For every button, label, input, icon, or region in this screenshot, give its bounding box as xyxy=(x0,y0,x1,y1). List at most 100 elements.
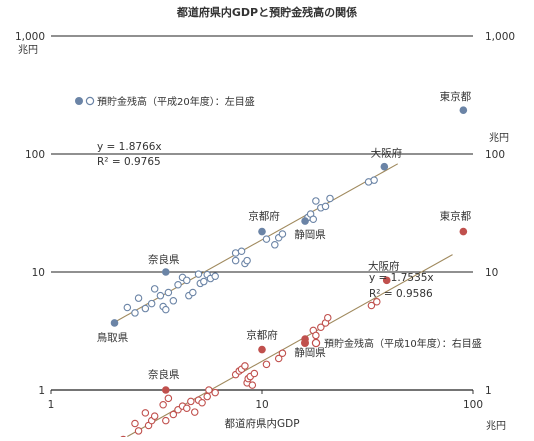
point-open-s1-34 xyxy=(317,323,325,332)
point-filled-s0-3 xyxy=(301,217,309,225)
point-open-s1-16 xyxy=(198,398,206,407)
x-axis-unit: 兆円 xyxy=(486,420,506,432)
point-open-s1-7 xyxy=(162,416,170,425)
point-open-s1-33 xyxy=(312,331,320,340)
point-filled-s0-4 xyxy=(380,162,389,171)
point-open-s0-13 xyxy=(183,276,191,285)
point-open-s0-10 xyxy=(169,297,178,305)
point-open-s0-39 xyxy=(370,176,378,184)
point-open-s1-30 xyxy=(274,354,283,363)
legend-h20: 預貯金残高（平成20年度）：左目盛 xyxy=(75,95,255,108)
right-tick-label-2: 100 xyxy=(485,149,505,161)
point-label-s0-1: 奈良県 xyxy=(148,253,180,266)
point-open-s1-2 xyxy=(141,409,150,417)
chart-title: 都道府県内GDPと預貯金残高の関係 xyxy=(176,5,357,19)
point-label-s1-2: 京都府 xyxy=(246,329,278,342)
point-open-s1-29 xyxy=(262,360,271,369)
point-label-s0-3: 静岡県 xyxy=(294,228,326,241)
left-tick-label-1: 10 xyxy=(32,267,45,279)
point-open-s0-36 xyxy=(321,202,330,211)
point-open-s0-26 xyxy=(243,256,251,265)
point-open-s0-9 xyxy=(164,288,173,297)
point-open-s1-0 xyxy=(131,419,139,428)
trend-r2-h20: R² = 0.9765 xyxy=(97,156,161,168)
x-tick-label-1: 10 xyxy=(255,399,268,411)
point-open-s0-24 xyxy=(237,247,246,255)
left-tick-label-0: 1 xyxy=(38,385,45,397)
legend-label-h10: 預貯金残高（平成10年度）：右目盛 xyxy=(324,337,482,350)
point-filled-s1-5 xyxy=(459,227,468,236)
point-filled-s0-5 xyxy=(459,106,468,115)
right-tick-label-1: 10 xyxy=(485,267,498,279)
point-label-s1-3: 静岡県 xyxy=(294,346,326,359)
tick-labels: 1 10 100 1,000 1 10 100 1,000 1 10 100 xyxy=(15,31,515,411)
point-open-s0-37 xyxy=(326,194,334,203)
point-open-s1-23 xyxy=(241,362,249,370)
point-open-s1-13 xyxy=(187,397,195,406)
point-open-s0-34 xyxy=(312,197,320,205)
point-open-s1-14 xyxy=(190,408,199,416)
point-open-s1-8 xyxy=(164,394,173,403)
point-open-s1-38 xyxy=(373,297,381,306)
point-open-s0-8 xyxy=(162,305,170,314)
legend-h10: 預貯金残高（平成10年度）：右目盛 xyxy=(301,337,482,350)
left-tick-label-3: 1,000 xyxy=(15,31,45,43)
point-open-s1-36 xyxy=(324,313,332,322)
point-filled-s0-2 xyxy=(258,227,266,236)
point-open-s0-3 xyxy=(141,304,150,313)
point-open-s1-1 xyxy=(134,427,143,435)
point-open-s0-15 xyxy=(189,288,197,297)
point-open-s1-12 xyxy=(183,404,191,413)
legend-marker-open-h10 xyxy=(311,338,321,348)
point-open-s0-27 xyxy=(262,235,271,243)
trendline-0 xyxy=(114,163,399,323)
point-open-s1-31 xyxy=(278,349,287,357)
legend-label-h20: 預貯金残高（平成20年度）：左目盛 xyxy=(97,95,255,108)
point-open-s1-18 xyxy=(205,386,213,394)
point-open-s0-0 xyxy=(123,303,132,312)
point-open-s0-5 xyxy=(150,285,159,293)
trend-equation-h20: y = 1.8766x xyxy=(97,141,162,153)
trend-r2-h10: R² = 0.9586 xyxy=(369,288,433,300)
point-label-s0-2: 京都府 xyxy=(248,210,280,223)
point-open-s0-16 xyxy=(194,270,203,278)
point-label-s1-1: 奈良県 xyxy=(148,368,180,381)
point-open-s1-37 xyxy=(367,301,376,310)
point-filled-s0-1 xyxy=(161,268,170,276)
point-label-s0-4: 大阪府 xyxy=(371,147,403,160)
point-label-s1-5: 東京都 xyxy=(440,210,472,223)
point-open-s0-1 xyxy=(131,309,139,317)
point-filled-s1-1 xyxy=(161,386,170,394)
right-axis-unit: 兆円 xyxy=(489,132,509,144)
point-open-s1-27 xyxy=(248,381,257,389)
point-filled-s1-4 xyxy=(382,276,391,285)
right-tick-label-3: 1,000 xyxy=(485,31,515,43)
left-tick-label-2: 100 xyxy=(25,149,45,161)
point-open-s1-17 xyxy=(203,392,211,401)
point-open-s0-28 xyxy=(271,241,279,249)
point-open-s1-19 xyxy=(211,388,219,397)
data-points xyxy=(110,106,468,441)
point-filled-s1-2 xyxy=(258,345,266,354)
x-tick-label-0: 1 xyxy=(48,399,55,411)
point-label-s0-0: 鳥取県 xyxy=(97,331,129,344)
point-open-s0-6 xyxy=(156,291,165,300)
point-labels: 鳥取県奈良県京都府静岡県大阪府東京都鳥取県奈良県京都府静岡県大阪府東京都 xyxy=(97,90,472,381)
point-open-s0-18 xyxy=(200,277,208,286)
point-open-s0-30 xyxy=(278,230,287,238)
point-open-s1-6 xyxy=(159,400,167,409)
point-filled-s0-0 xyxy=(110,319,119,327)
legend-marker-filled-h20 xyxy=(75,97,83,105)
point-open-s0-23 xyxy=(231,256,240,265)
point-open-s0-11 xyxy=(174,280,182,289)
right-tick-label-0: 1 xyxy=(485,385,492,397)
legend-marker-open-h20 xyxy=(85,96,95,106)
point-open-s0-2 xyxy=(134,294,143,302)
legend-marker-filled-h10 xyxy=(301,339,309,347)
point-label-s1-4: 大阪府 xyxy=(368,259,400,272)
point-open-s0-4 xyxy=(147,299,156,308)
point-open-s1-28 xyxy=(250,369,259,378)
point-open-s0-21 xyxy=(211,272,219,281)
